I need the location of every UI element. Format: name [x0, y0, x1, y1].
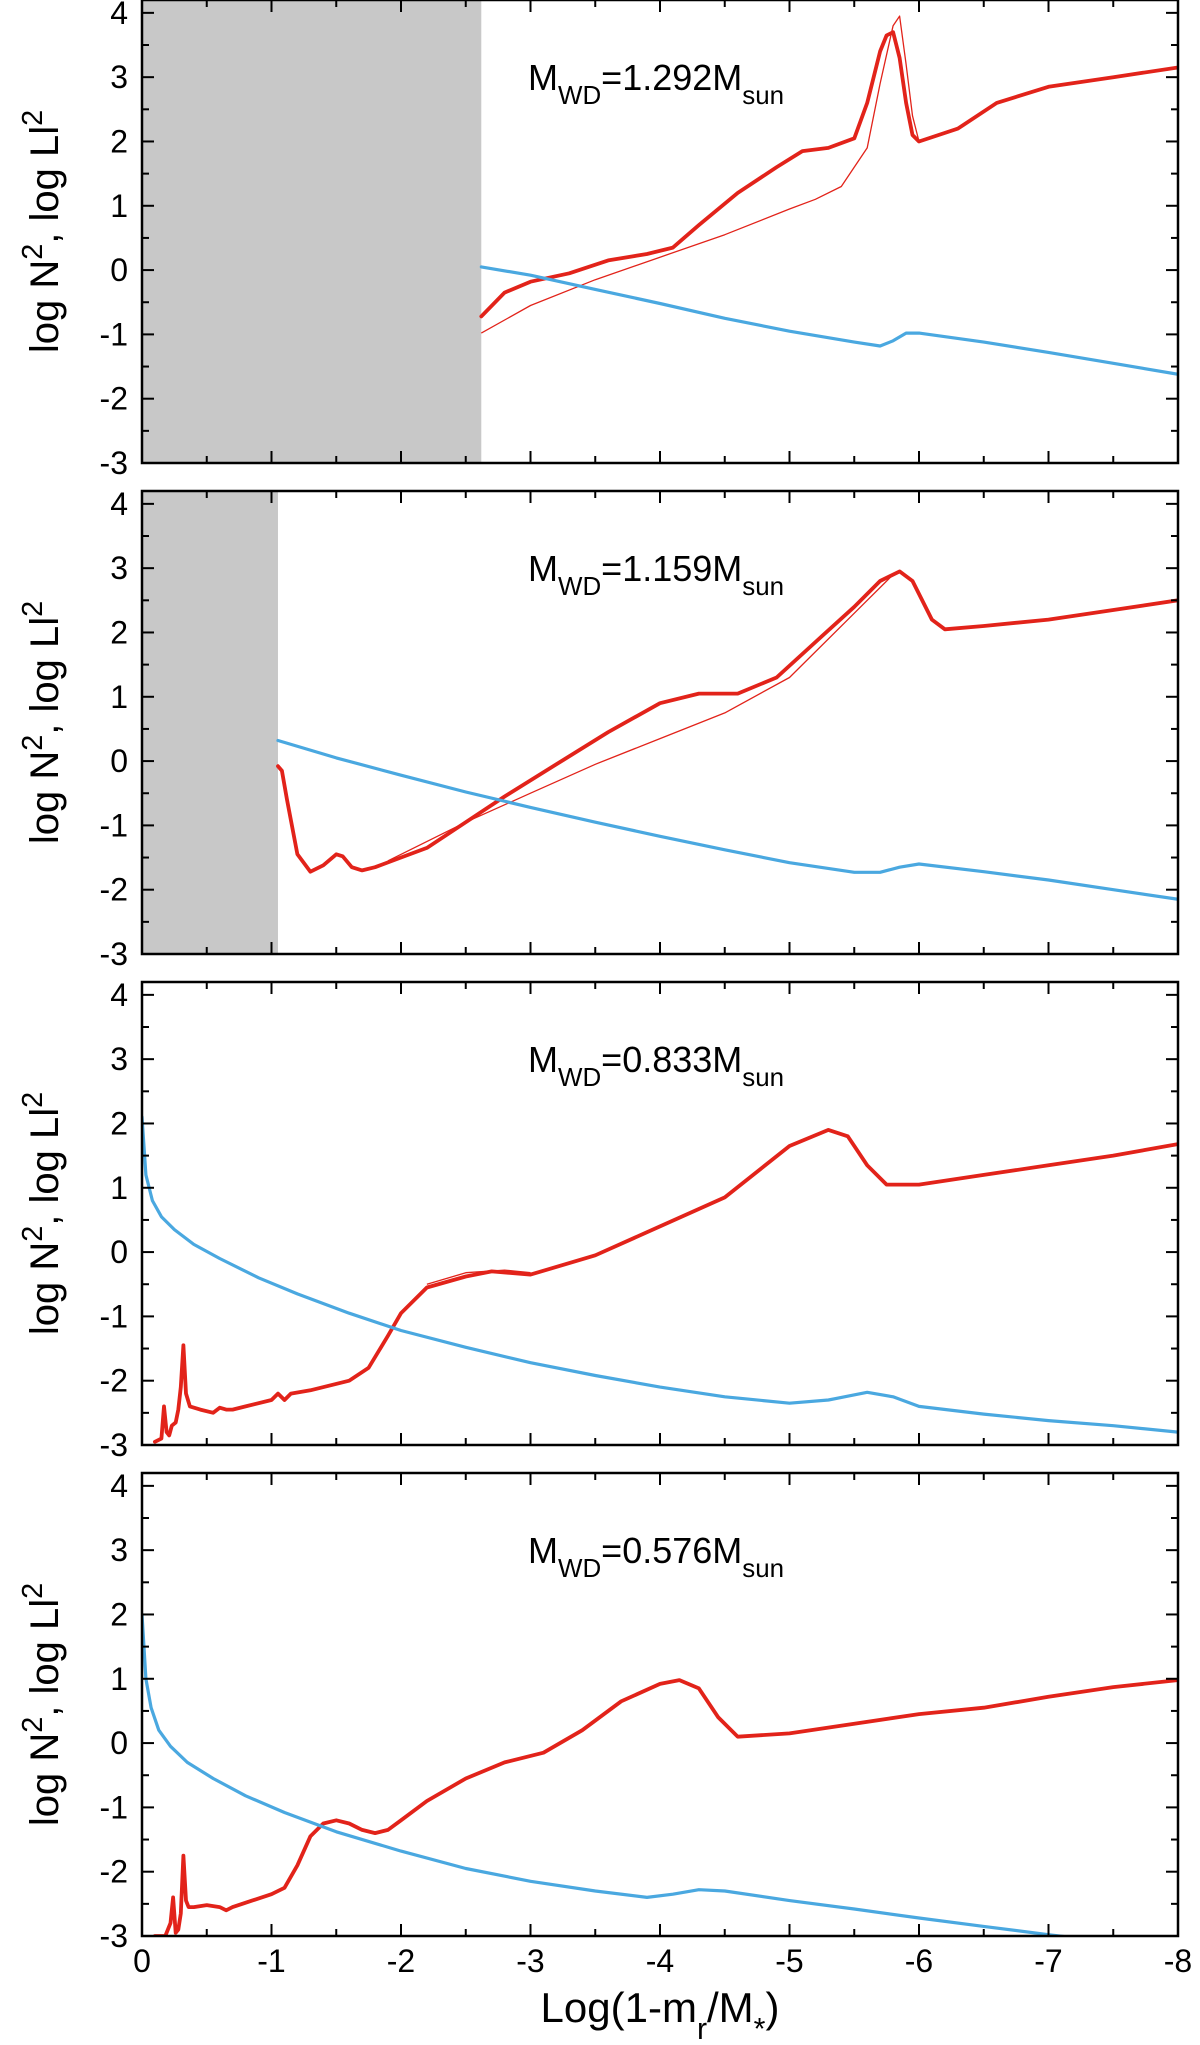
series-l2-line [142, 1612, 1074, 1936]
y-tick-label: 3 [110, 59, 128, 95]
series-group [479, 15, 1178, 376]
y-tick-label: -3 [100, 445, 128, 481]
series-group [142, 1115, 1178, 1444]
y-axis-label: log N2, log Ll2 [17, 1092, 67, 1335]
series-n2-thick-line [152, 1678, 1178, 1936]
x-axis-label: Log(1-mr/M*) [541, 1984, 780, 2045]
panel-1: 4 3 2 1 0 -1 -2 -3 log N2, log Ll2 MWD=1.292Msun [17, 0, 1180, 481]
y-tick-label: 0 [110, 252, 128, 288]
x-axis: 0 -1 -2 -3 -4 -5 -6 -7 -8 [133, 1473, 1192, 1979]
panel-mass-label: MWD=0.576Msun [528, 1530, 784, 1583]
y-tick-label: -3 [100, 1918, 128, 1954]
x-axis [141, 982, 1179, 1445]
series-l2-line [276, 738, 1178, 901]
panel-2: 4 3 2 1 0 -1 -2 -3 log N2, log Ll2 MWD=1.159Msun [17, 486, 1180, 972]
x-tick-label: -3 [516, 1943, 544, 1979]
x-tick-label: -8 [1164, 1943, 1192, 1979]
y-tick-label: 3 [110, 1532, 128, 1568]
series-n2-thick-line [152, 1128, 1178, 1444]
y-tick-label: 1 [110, 679, 128, 715]
series-n2-thick-line [479, 30, 1178, 319]
y-tick-label: 0 [110, 1234, 128, 1270]
x-tick-label: -7 [1034, 1943, 1062, 1979]
y-axis: 4 3 2 1 0 -1 -2 -3 [100, 977, 1178, 1463]
y-tick-label: -2 [100, 1854, 128, 1890]
series-l2-line [142, 1115, 1178, 1434]
y-tick-label: 4 [110, 0, 128, 31]
panel-mass-label: MWD=1.292Msun [528, 57, 784, 110]
x-tick-label: 0 [133, 1943, 151, 1979]
series-n2-thick-line [276, 569, 1178, 874]
series-group [276, 569, 1178, 901]
series-l2-line [479, 265, 1178, 376]
x-tick-label: -6 [905, 1943, 933, 1979]
x-axis [141, 0, 1179, 463]
y-tick-label: 2 [110, 1105, 128, 1141]
y-tick-label: 1 [110, 1170, 128, 1206]
series-n2-thin-line [480, 15, 920, 334]
y-tick-label: 3 [110, 1041, 128, 1077]
y-tick-label: -2 [100, 1363, 128, 1399]
y-tick-label: 4 [110, 977, 128, 1013]
panel-mass-label: MWD=1.159Msun [528, 548, 784, 601]
x-tick-label: -4 [646, 1943, 674, 1979]
x-tick-label: -5 [775, 1943, 803, 1979]
y-tick-label: -2 [100, 381, 128, 417]
panel-mass-label: MWD=0.833Msun [528, 1039, 784, 1092]
y-tick-label: 0 [110, 743, 128, 779]
y-tick-label: 1 [110, 188, 128, 224]
y-tick-label: -1 [100, 1789, 128, 1825]
y-tick-label: 4 [110, 1468, 128, 1504]
y-tick-label: 4 [110, 486, 128, 522]
series-n2-thin-line [387, 574, 894, 862]
y-tick-label: -2 [100, 872, 128, 908]
shaded-region [142, 491, 278, 954]
y-tick-label: 1 [110, 1661, 128, 1697]
y-axis-label: log N2, log Ll2 [17, 1583, 67, 1826]
x-axis [141, 491, 1179, 954]
series-group [142, 1612, 1178, 1936]
x-tick-label: -2 [387, 1943, 415, 1979]
y-tick-label: 3 [110, 550, 128, 586]
y-axis: 4 3 2 1 0 -1 -2 -3 [100, 486, 1178, 972]
series-n2-thin-line [426, 1269, 531, 1285]
panel-3: 4 3 2 1 0 -1 -2 -3 log N2, log Ll2 MWD=0.833Msun [17, 977, 1180, 1463]
y-tick-label: -1 [100, 807, 128, 843]
y-axis: 4 3 2 1 0 -1 -2 -3 [100, 0, 1178, 481]
y-tick-label: -3 [100, 936, 128, 972]
y-tick-label: 2 [110, 614, 128, 650]
y-axis-label: log N2, log Ll2 [17, 601, 67, 844]
y-tick-label: 2 [110, 123, 128, 159]
y-axis: 4 3 2 1 0 -1 -2 -3 [100, 1468, 1178, 1954]
y-tick-label: -3 [100, 1427, 128, 1463]
y-tick-label: -1 [100, 1298, 128, 1334]
x-tick-label: -1 [257, 1943, 285, 1979]
y-tick-label: 0 [110, 1725, 128, 1761]
y-axis-label: log N2, log Ll2 [17, 110, 67, 353]
y-tick-label: -1 [100, 316, 128, 352]
shaded-region [142, 0, 482, 463]
y-tick-label: 2 [110, 1596, 128, 1632]
